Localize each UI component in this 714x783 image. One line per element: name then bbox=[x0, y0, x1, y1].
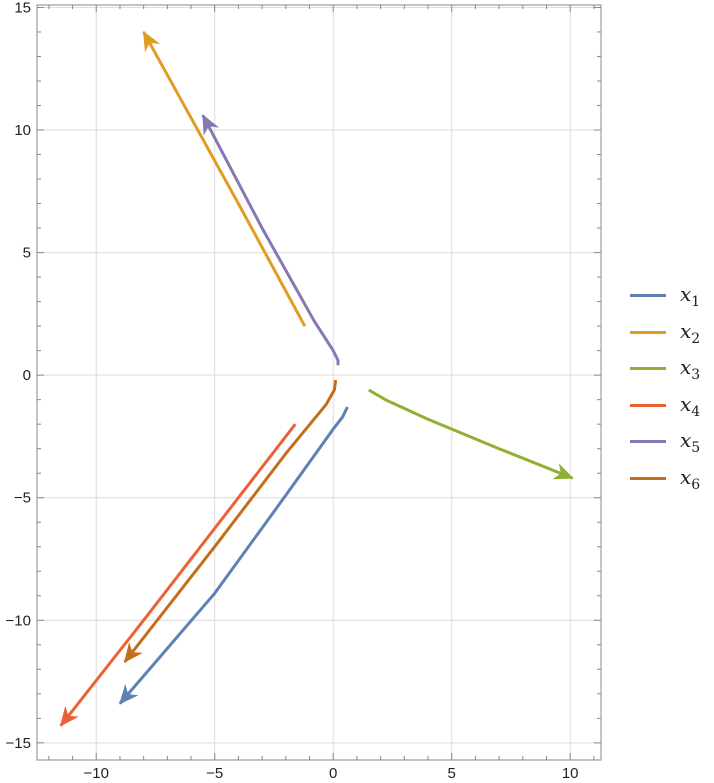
series-line-5 bbox=[201, 114, 340, 366]
legend-label: x2 bbox=[680, 319, 700, 347]
legend-item: x4 bbox=[630, 386, 710, 423]
legend-item: x5 bbox=[630, 422, 710, 459]
x-tick-labels: −10 −5 0 5 10 bbox=[84, 765, 579, 782]
y-tick-label: 5 bbox=[23, 245, 31, 262]
y-tick-label: −10 bbox=[6, 612, 31, 629]
grid-layer bbox=[37, 5, 601, 760]
series-arrowhead-5 bbox=[202, 114, 220, 136]
legend-label: x6 bbox=[680, 465, 700, 493]
x-tick-label: 0 bbox=[329, 765, 337, 782]
legend-label-subscript: 6 bbox=[691, 476, 701, 493]
legend-label-text: x bbox=[680, 464, 692, 489]
x-tick-label: 10 bbox=[562, 765, 579, 782]
legend-swatch bbox=[630, 367, 666, 371]
legend-swatch bbox=[630, 403, 666, 407]
legend-item: x6 bbox=[630, 459, 710, 496]
legend-swatch bbox=[630, 294, 666, 297]
legend-label-text: x bbox=[680, 318, 692, 343]
legend-swatch bbox=[630, 330, 666, 334]
series-arrowhead-3 bbox=[552, 463, 574, 480]
tick-marks bbox=[37, 5, 601, 760]
legend-label: x4 bbox=[680, 392, 700, 420]
series-line-2 bbox=[142, 31, 307, 327]
legend-label: x1 bbox=[680, 282, 700, 310]
legend-label-text: x bbox=[680, 282, 692, 306]
y-tick-label: −5 bbox=[14, 490, 31, 507]
legend-swatch bbox=[630, 440, 666, 444]
legend-label-text: x bbox=[680, 355, 692, 380]
series-arrowhead-2 bbox=[142, 30, 161, 53]
y-tick-label: 15 bbox=[14, 0, 31, 16]
legend-label-subscript: 3 bbox=[691, 367, 701, 384]
series-layer bbox=[59, 30, 574, 727]
legend-swatch bbox=[630, 476, 666, 480]
legend-label-subscript: 4 bbox=[691, 403, 701, 420]
legend-label: x5 bbox=[680, 428, 700, 456]
legend-label-subscript: 1 bbox=[691, 294, 701, 310]
legend-label-text: x bbox=[680, 428, 692, 453]
series-arrowhead-6 bbox=[123, 642, 143, 663]
x-tick-label: −10 bbox=[84, 765, 109, 782]
legend-item: x3 bbox=[630, 349, 710, 386]
x-tick-label: −5 bbox=[206, 765, 223, 782]
series-line-4 bbox=[59, 423, 297, 727]
legend: x1 x2 x3 x4 x5 x6 bbox=[630, 276, 710, 496]
y-tick-label: −15 bbox=[6, 735, 31, 752]
x-tick-label: 5 bbox=[448, 765, 456, 782]
series-line-6 bbox=[123, 379, 338, 663]
series-arrowhead-4 bbox=[59, 705, 79, 727]
y-tick-label: 0 bbox=[23, 367, 31, 384]
legend-item: x1 bbox=[630, 276, 710, 313]
legend-label-subscript: 2 bbox=[691, 330, 701, 347]
legend-label-subscript: 5 bbox=[691, 440, 701, 457]
legend-label: x3 bbox=[680, 355, 700, 383]
series-arrowhead-1 bbox=[119, 683, 139, 705]
legend-item: x2 bbox=[630, 313, 710, 350]
series-line-1 bbox=[118, 406, 349, 705]
plot-frame bbox=[36, 4, 602, 761]
legend-label-text: x bbox=[680, 391, 692, 416]
y-tick-labels: −15 −10 −5 0 5 10 15 bbox=[6, 0, 31, 752]
series-line-3 bbox=[368, 388, 574, 480]
y-tick-label: 10 bbox=[14, 122, 31, 139]
